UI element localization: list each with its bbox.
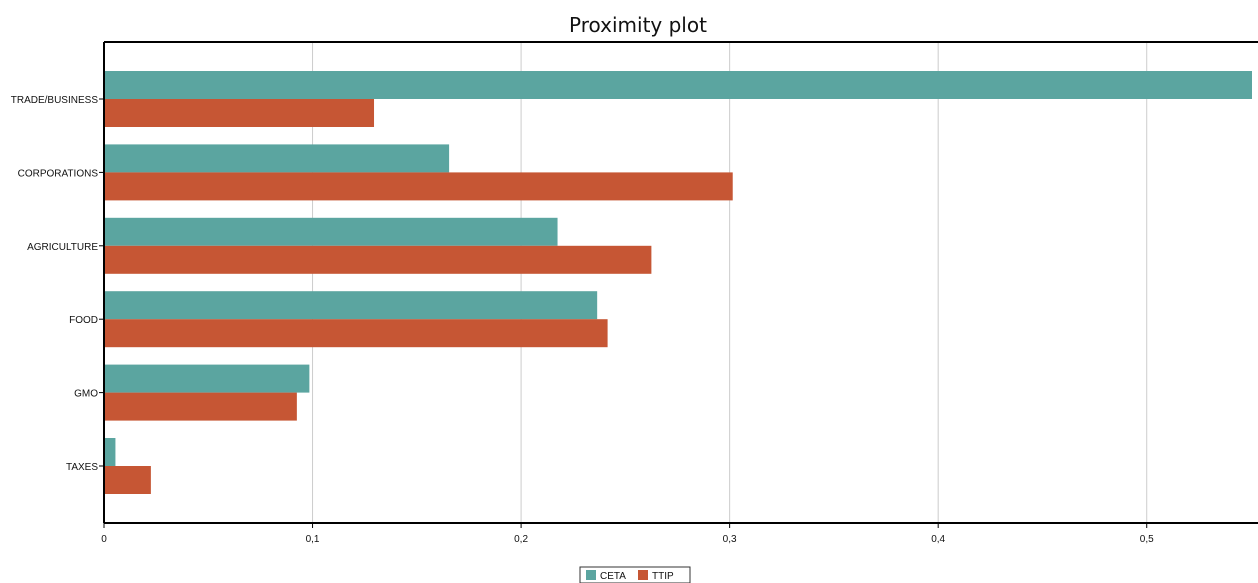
bar-ceta [105,217,558,246]
legend-box [579,566,691,583]
category-label: FOOD [69,315,98,326]
bar-ttip [105,172,733,201]
x-tick-label: 0,2 [514,534,528,545]
legend-swatch [638,570,648,580]
bar-ceta [105,71,1252,99]
x-tick-label: 0,4 [931,534,945,545]
category-label: TRADE/BUSINESS [11,95,99,106]
chart-title: Proximity plot [569,13,707,37]
bar-ttip [105,99,375,127]
bar-ttip [105,319,608,348]
gridlines [312,42,1148,523]
bars [105,71,1252,494]
bar-ceta [105,438,116,466]
x-tick-label: 0,1 [306,534,320,545]
x-tick-label: 0 [101,534,107,545]
bar-ttip [105,392,297,421]
category-label: TAXES [66,462,98,473]
x-tick-labels: 0 0,1 0,2 0,3 0,4 0,5 [101,523,1154,545]
legend-label: CETA [600,571,626,582]
legend: CETA TTIP [579,566,691,583]
legend-swatch [586,570,596,580]
bar-ceta [105,364,310,393]
legend-label: TTIP [652,571,674,582]
x-tick-label: 0,5 [1140,534,1154,545]
category-labels: TRADE/BUSINESS CORPORATIONS AGRICULTURE FOO… [11,95,104,473]
axes [103,41,1258,524]
category-label: CORPORATIONS [18,168,99,179]
category-label: AGRICULTURE [27,242,98,253]
bar-ceta [105,291,598,320]
x-tick-label: 0,3 [723,534,737,545]
bar-ttip [105,245,652,274]
bar-ttip [105,466,151,494]
category-label: GMO [74,389,98,400]
bar-ceta [105,144,450,173]
